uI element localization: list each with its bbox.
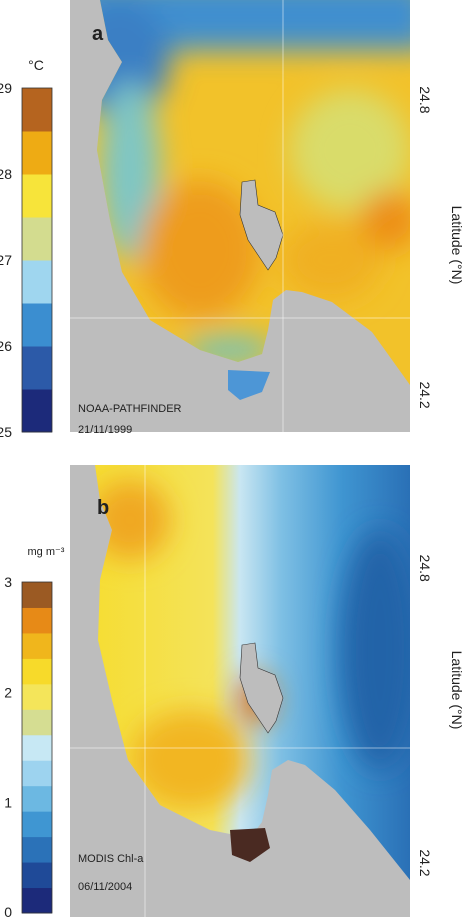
colorbar-unit: mg m⁻³ xyxy=(28,546,65,558)
colorbar-band xyxy=(22,632,52,659)
panel-label: b xyxy=(97,497,109,519)
colorbar-band xyxy=(22,260,52,304)
colorbar-frame xyxy=(21,87,53,433)
colorbar-band xyxy=(22,734,52,761)
colorbar-frame xyxy=(21,581,53,914)
date: 06/11/2004 xyxy=(78,881,132,893)
colorbar-band xyxy=(22,131,52,175)
colorbar-band xyxy=(22,709,52,736)
colorbar-band xyxy=(22,811,52,838)
colorbar-unit: °C xyxy=(28,57,44,73)
colorbar-band xyxy=(22,217,52,261)
colorbar-band xyxy=(22,303,52,347)
colorbar-band xyxy=(22,658,52,685)
colorbar-band xyxy=(22,607,52,634)
colorbar-tick-label: 1 xyxy=(4,795,12,811)
colorbar-band xyxy=(22,683,52,710)
latitude-tick-label: 24.2 xyxy=(417,849,433,876)
colorbar-tick-label: 0 xyxy=(4,904,12,917)
latitude-tick-label: 24.2 xyxy=(417,381,433,408)
colorbar-tick-label: 27 xyxy=(0,252,12,268)
island xyxy=(239,179,284,271)
high-chl-patch xyxy=(230,828,270,862)
data-source: NOAA-PATHFINDER xyxy=(78,403,182,415)
colorbar-tick-label: 29 xyxy=(0,80,12,96)
colorbar-tick-label: 26 xyxy=(0,338,12,354)
latitude-axis-label: Latitude (°N) xyxy=(449,206,465,285)
data-source: MODIS Chl-a xyxy=(78,853,144,865)
lagoon xyxy=(228,370,270,400)
colorbar-band xyxy=(22,389,52,433)
island xyxy=(239,642,284,734)
panel-label: a xyxy=(92,23,104,45)
date: 21/11/1999 xyxy=(78,424,132,436)
colorbar-tick-label: 28 xyxy=(0,166,12,182)
colorbar-band xyxy=(22,785,52,812)
colorbar-band xyxy=(22,862,52,889)
colorbar-band xyxy=(22,582,52,608)
latitude-axis-label: Latitude (°N) xyxy=(449,651,465,730)
colorbar-tick-label: 2 xyxy=(4,684,12,700)
colorbar-band xyxy=(22,346,52,390)
latitude-tick-label: 24.8 xyxy=(417,555,433,582)
colorbar-band xyxy=(22,88,52,132)
map-a xyxy=(70,0,410,432)
colorbar-tick-label: 25 xyxy=(0,424,12,440)
map-b xyxy=(70,465,410,917)
latitude-tick-label: 24.8 xyxy=(417,86,433,113)
colorbar-band xyxy=(22,174,52,218)
colorbar-band xyxy=(22,836,52,863)
colorbar-tick-label: 3 xyxy=(4,574,12,590)
colorbar-band xyxy=(22,760,52,787)
colorbar-band xyxy=(22,887,52,914)
